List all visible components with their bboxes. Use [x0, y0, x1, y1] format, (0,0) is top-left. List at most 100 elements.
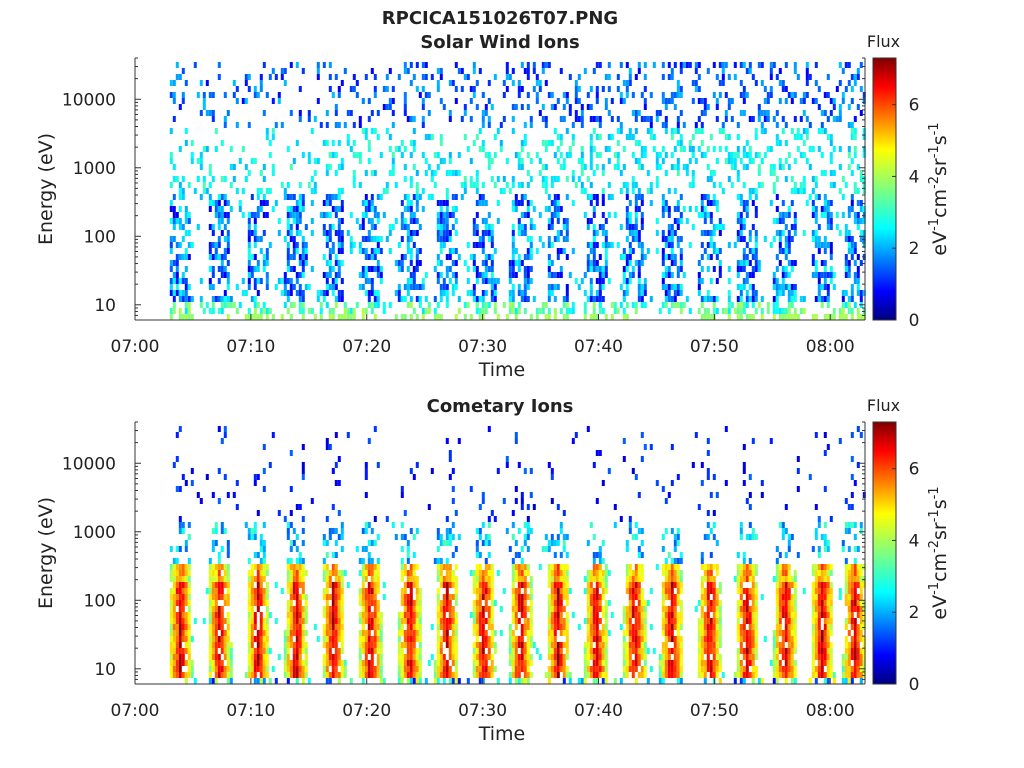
spectrogram-cell: [694, 80, 698, 86]
spectrogram-cell: [772, 164, 776, 170]
spectrogram-cell: [748, 116, 752, 122]
spectrogram-cell: [247, 558, 251, 564]
spectrogram-cell: [628, 606, 632, 612]
spectrogram-cell: [220, 618, 224, 624]
spectrogram-cell: [490, 606, 494, 612]
spectrogram-cell: [787, 290, 791, 296]
spectrogram-cell: [292, 612, 296, 618]
spectrogram-cell: [595, 98, 599, 104]
spectrogram-cell: [589, 242, 593, 248]
spectrogram-cell: [601, 194, 605, 200]
spectrogram-cell: [514, 486, 518, 492]
spectrogram-cell: [508, 636, 512, 642]
spectrogram-cell: [640, 242, 644, 248]
spectrogram-cell: [604, 678, 608, 684]
spectrogram-cell: [529, 278, 533, 284]
spectrogram-cell: [733, 158, 737, 164]
spectrogram-cell: [850, 248, 854, 254]
spectrogram-cell: [589, 116, 593, 122]
spectrogram-cell: [637, 188, 641, 194]
spectrogram-cell: [271, 68, 275, 74]
spectrogram-cell: [547, 314, 551, 320]
spectrogram-cell: [217, 672, 221, 678]
spectrogram-cell: [709, 170, 713, 176]
spectrogram-cell: [823, 212, 827, 218]
spectrogram-cell: [322, 672, 326, 678]
spectrogram-cell: [292, 654, 296, 660]
spectrogram-cell: [601, 678, 605, 684]
spectrogram-cell: [583, 164, 587, 170]
spectrogram-cell: [748, 260, 752, 266]
spectrogram-cell: [619, 188, 623, 194]
spectrogram-cell: [475, 600, 479, 606]
spectrogram-cell: [247, 624, 251, 630]
spectrogram-cell: [172, 600, 176, 606]
spectrogram-cell: [379, 678, 383, 684]
spectrogram-cell: [214, 564, 218, 570]
spectrogram-cell: [367, 552, 371, 558]
spectrogram-cell: [529, 314, 533, 320]
spectrogram-cell: [466, 74, 470, 80]
spectrogram-cell: [838, 230, 842, 236]
spectrogram-cell: [217, 194, 221, 200]
spectrogram-cell: [415, 636, 419, 642]
spectrogram-cell: [631, 266, 635, 272]
spectrogram-cell: [400, 576, 404, 582]
spectrogram-cell: [409, 302, 413, 308]
spectrogram-cell: [721, 122, 725, 128]
spectrogram-cell: [850, 254, 854, 260]
spectrogram-cell: [634, 236, 638, 242]
spectrogram-cell: [484, 600, 488, 606]
spectrogram-cell: [448, 110, 452, 116]
spectrogram-cell: [559, 666, 563, 672]
spectrogram-cell: [559, 600, 563, 606]
spectrogram-cell: [301, 266, 305, 272]
spectrogram-cell: [181, 254, 185, 260]
spectrogram-cell: [676, 242, 680, 248]
spectrogram-cell: [517, 642, 521, 648]
spectrogram-cell: [520, 606, 524, 612]
spectrogram-cell: [448, 648, 452, 654]
spectrogram-cell: [856, 200, 860, 206]
spectrogram-cell: [169, 570, 173, 576]
spectrogram-cell: [517, 284, 521, 290]
spectrogram-cell: [433, 660, 437, 666]
spectrogram-cell: [181, 528, 185, 534]
spectrogram-cell: [286, 570, 290, 576]
spectrogram-cell: [178, 564, 182, 570]
spectrogram-cell: [325, 570, 329, 576]
spectrogram-cell: [436, 588, 440, 594]
spectrogram-cell: [454, 62, 458, 68]
spectrogram-cell: [436, 236, 440, 242]
spectrogram-cell: [403, 600, 407, 606]
spectrogram-cell: [625, 564, 629, 570]
spectrogram-cell: [505, 74, 509, 80]
spectrogram-cell: [208, 558, 212, 564]
spectrogram-cell: [325, 648, 329, 654]
spectrogram-cell: [208, 624, 212, 630]
spectrogram-cell: [664, 104, 668, 110]
spectrogram-cell: [640, 224, 644, 230]
spectrogram-cell: [397, 74, 401, 80]
spectrogram-cell: [301, 462, 305, 468]
spectrogram-cell: [751, 248, 755, 254]
spectrogram-cell: [325, 564, 329, 570]
spectrogram-cell: [502, 302, 506, 308]
spectrogram-cell: [373, 600, 377, 606]
spectrogram-cell: [214, 660, 218, 666]
spectrogram-cell: [289, 266, 293, 272]
spectrogram-cell: [766, 302, 770, 308]
spectrogram-cell: [343, 302, 347, 308]
spectrogram-cell: [439, 648, 443, 654]
spectrogram-cell: [772, 296, 776, 302]
spectrogram-cell: [187, 522, 191, 528]
spectrogram-cell: [445, 558, 449, 564]
spectrogram-cell: [334, 230, 338, 236]
spectrogram-cell: [862, 182, 866, 188]
spectrogram-cell: [445, 224, 449, 230]
spectrogram-cell: [328, 630, 332, 636]
spectrogram-cell: [523, 540, 527, 546]
spectrogram-cell: [367, 606, 371, 612]
spectrogram-cell: [253, 314, 257, 320]
spectrogram-cell: [850, 236, 854, 242]
